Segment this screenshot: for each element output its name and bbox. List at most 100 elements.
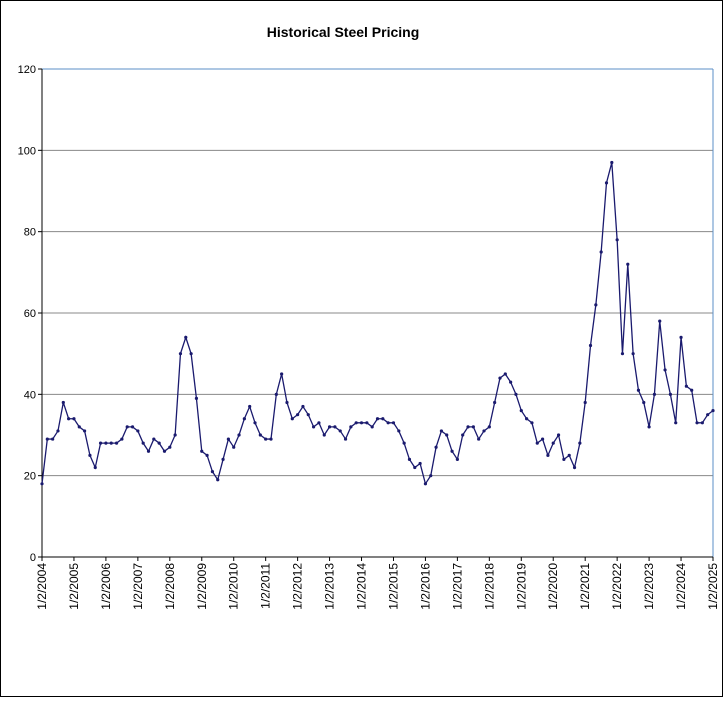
x-tick-label: 1/2/2016	[418, 563, 432, 610]
data-point	[51, 437, 55, 441]
data-point	[130, 425, 135, 429]
data-point	[493, 400, 497, 405]
y-tick-label: 20	[24, 471, 36, 483]
data-point	[519, 409, 523, 413]
data-point	[445, 433, 449, 437]
data-point	[136, 429, 140, 433]
data-point	[88, 453, 92, 457]
data-point	[471, 425, 475, 429]
data-point	[152, 437, 156, 441]
data-point	[530, 421, 534, 425]
data-point	[285, 400, 289, 405]
data-point	[461, 433, 465, 437]
data-point	[327, 425, 332, 429]
x-tick-label: 1/2/2011	[259, 563, 273, 609]
data-point	[61, 400, 65, 405]
data-point	[296, 413, 300, 417]
data-point	[365, 421, 369, 425]
data-point	[439, 429, 444, 433]
data-point	[567, 453, 571, 457]
x-tick-label: 1/2/2005	[67, 563, 81, 610]
data-point	[604, 181, 609, 185]
data-point	[210, 470, 215, 474]
data-point	[104, 441, 108, 445]
data-point	[72, 417, 76, 421]
data-point	[525, 417, 529, 421]
data-point	[514, 392, 518, 396]
data-point	[487, 425, 491, 429]
data-point	[684, 384, 688, 388]
data-point	[114, 441, 119, 445]
y-tick-label: 120	[18, 64, 36, 76]
data-point	[242, 417, 246, 421]
y-tick-label: 0	[30, 552, 36, 564]
x-tick-label: 1/2/2009	[195, 563, 209, 610]
data-point	[695, 421, 699, 425]
data-point	[418, 461, 422, 466]
data-point	[402, 441, 406, 445]
data-point	[269, 437, 273, 441]
data-point	[45, 437, 49, 441]
data-point	[455, 457, 459, 461]
data-point	[205, 453, 209, 457]
data-point	[232, 445, 236, 449]
data-point	[359, 421, 364, 425]
y-tick-label: 40	[24, 389, 36, 401]
data-point	[391, 421, 396, 425]
data-point	[354, 421, 358, 425]
data-point	[77, 425, 81, 429]
data-point	[668, 392, 672, 396]
data-point	[423, 482, 428, 486]
data-point	[248, 404, 252, 409]
data-point	[615, 238, 619, 242]
data-point	[599, 250, 603, 254]
data-point	[381, 417, 385, 421]
data-point	[109, 441, 113, 445]
data-point	[556, 433, 561, 437]
data-point	[652, 392, 657, 396]
data-point	[184, 335, 188, 339]
data-point	[594, 303, 598, 307]
data-point	[253, 421, 257, 425]
data-point	[434, 445, 438, 449]
data-point	[407, 457, 412, 461]
data-point	[498, 376, 502, 380]
data-point	[194, 396, 199, 400]
data-point	[125, 425, 129, 429]
x-tick-label: 1/2/2015	[386, 563, 400, 610]
data-point	[429, 474, 433, 478]
data-point	[375, 417, 380, 421]
data-point	[706, 413, 710, 417]
x-tick-label: 1/2/2012	[291, 563, 305, 610]
data-point	[413, 465, 417, 470]
data-point	[535, 441, 539, 445]
data-point	[636, 388, 641, 392]
data-point	[120, 437, 124, 441]
data-point	[146, 449, 151, 453]
x-tick-label: 1/2/2017	[450, 563, 464, 610]
data-point	[280, 372, 284, 376]
data-point	[98, 441, 103, 445]
data-point	[711, 409, 715, 413]
data-point	[540, 437, 545, 441]
data-point	[83, 429, 87, 433]
data-point	[370, 425, 374, 429]
data-point	[93, 465, 97, 470]
data-point	[546, 453, 550, 457]
data-point	[290, 417, 294, 421]
data-point	[343, 437, 348, 441]
y-tick-label: 60	[24, 308, 36, 320]
data-point	[551, 441, 555, 445]
y-tick-label: 100	[18, 145, 36, 157]
data-point	[311, 425, 316, 429]
data-point	[700, 421, 704, 425]
x-tick-label: 1/2/2014	[355, 563, 369, 610]
x-tick-label: 1/2/2021	[578, 563, 592, 610]
data-point	[306, 413, 310, 417]
data-point	[264, 437, 268, 441]
data-point	[322, 433, 326, 437]
data-point	[200, 449, 204, 453]
data-point	[157, 441, 161, 445]
data-point	[349, 425, 353, 429]
